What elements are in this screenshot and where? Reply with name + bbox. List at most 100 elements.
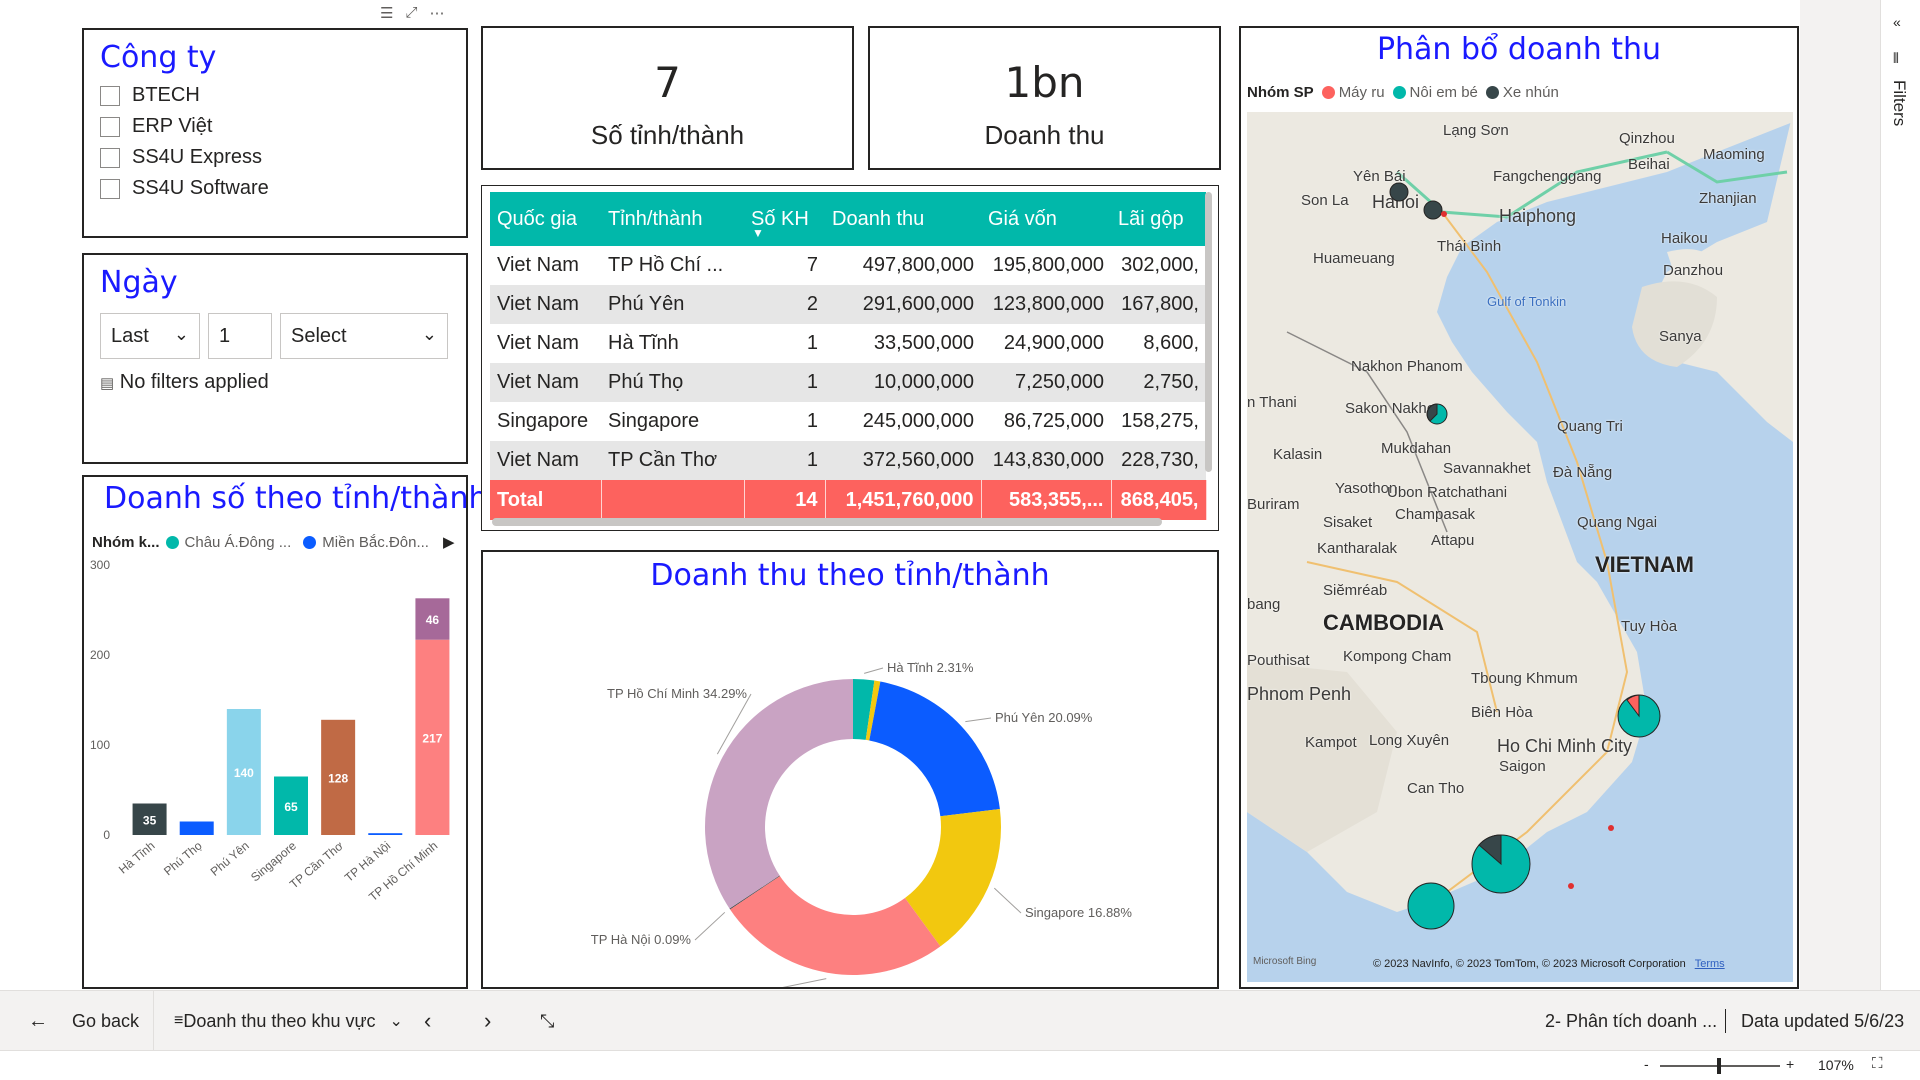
column-header-sorted[interactable]: Số KH ▼ [744, 192, 825, 246]
company-option[interactable]: SS4U Express [100, 146, 262, 169]
map-bubble-slice[interactable] [1626, 694, 1640, 718]
table-row[interactable]: Viet Nam TP Hồ Chí ... 7 497,800,000 195,800… [490, 246, 1206, 285]
map-bubble[interactable] [1423, 200, 1443, 220]
legend-item[interactable]: Máy ru [1338, 84, 1385, 101]
relative-count-input[interactable]: 1 [208, 313, 272, 359]
zoom-in-button[interactable]: + [1786, 1056, 1795, 1072]
bar[interactable] [179, 821, 214, 836]
filters-pane-collapsed[interactable]: « ⫴ Filters [1880, 0, 1920, 990]
relative-mode-dropdown[interactable]: Last ⌄ [100, 313, 200, 359]
expand-pane-icon[interactable]: « [1893, 14, 1901, 30]
table-cell: Singapore [608, 410, 700, 432]
filters-label[interactable]: Filters [1890, 80, 1909, 127]
legend-item[interactable]: Châu Á.Đông ... [184, 533, 292, 551]
filter-icon[interactable]: ☰ [380, 5, 394, 22]
bar[interactable] [368, 833, 403, 835]
map-place-label: VIETNAM [1595, 552, 1694, 577]
legend-item[interactable]: Nôi em bé [1409, 84, 1478, 101]
y-tick-label: 300 [90, 558, 110, 572]
table-row[interactable]: Viet Nam Phú Yên 2 291,600,000 123,800,000 16… [490, 285, 1206, 324]
donut-slice[interactable] [853, 679, 875, 740]
map-place-label: Sanya [1659, 328, 1702, 345]
donut-slice[interactable] [904, 808, 1001, 947]
map-place-label: Pouthisat [1247, 652, 1310, 669]
y-tick-label: 200 [90, 648, 110, 662]
checkbox[interactable] [100, 178, 120, 199]
data-label: 35 [143, 813, 157, 827]
table-header-row: Quốc gia Tỉnh/thành Số KH ▼ Doanh thu Giá… [490, 192, 1206, 246]
company-option-label: SS4U Software [132, 177, 269, 199]
relative-unit-dropdown[interactable]: Select ⌄ [280, 313, 448, 359]
bar[interactable] [321, 719, 356, 835]
table-row[interactable]: Viet Nam TP Cần Thơ 1 372,560,000 143,830,00… [490, 441, 1206, 480]
filter-icon: ⫴ [1893, 50, 1899, 66]
zoom-out-button[interactable]: - [1644, 1056, 1649, 1072]
column-header[interactable]: Lãi gộp [1111, 192, 1206, 246]
bar-stack[interactable] [415, 598, 450, 640]
donut-data-label: TP Hà Nội 0.09% [591, 932, 692, 947]
table-cell: 1 [806, 410, 818, 432]
column-header[interactable]: Quốc gia [490, 192, 601, 246]
donut-slice[interactable] [730, 875, 941, 975]
donut-slice[interactable] [729, 875, 780, 910]
more-options-icon[interactable]: ⋯ [429, 5, 445, 22]
company-option[interactable]: BTECH [100, 84, 200, 107]
company-option[interactable]: ERP Việt [100, 115, 212, 138]
legend-item[interactable]: Miền Bắc.Đôn... [322, 533, 429, 551]
company-option[interactable]: SS4U Software [100, 177, 269, 200]
previous-page-button[interactable]: ‹ [424, 1008, 432, 1033]
table-horizontal-scrollbar[interactable] [492, 518, 1162, 526]
fit-to-page-icon[interactable]: ⛶ [1872, 1055, 1883, 1072]
go-back-button[interactable]: ← Go back [28, 991, 139, 1051]
column-header[interactable]: Giá vốn [981, 192, 1111, 246]
bar[interactable] [274, 776, 308, 836]
focus-mode-icon[interactable]: ⤢ [405, 4, 418, 21]
checkbox[interactable] [100, 85, 120, 106]
legend-item[interactable]: Xe nhún [1502, 84, 1559, 101]
kpi-card-provinces: 7 Số tỉnh/thành [481, 26, 854, 170]
data-updated: Data updated 5/6/23 [1741, 1010, 1905, 1031]
donut-slice[interactable] [865, 680, 881, 741]
donut-slice[interactable] [705, 679, 853, 909]
column-header[interactable]: Doanh thu [825, 192, 981, 246]
map-bubble[interactable] [1407, 882, 1455, 930]
table-body: Viet Nam TP Hồ Chí ... 7 497,800,000 195,800… [490, 246, 1206, 480]
zoom-slider-thumb[interactable] [1717, 1058, 1721, 1074]
donut-slice[interactable] [869, 681, 1000, 817]
legend-next-arrow-icon[interactable]: ▶ [442, 534, 455, 551]
bar[interactable] [415, 639, 450, 835]
column-header[interactable]: Tỉnh/thành [601, 192, 744, 246]
zoom-bar: - + 107% ⛶ [0, 1050, 1920, 1080]
page-selector[interactable]: ≡ Doanh thu theo khu vực ⌄ [174, 991, 403, 1051]
map-place-label: Yasothon [1335, 480, 1398, 497]
map-place-label: Kantharalak [1317, 540, 1398, 557]
capital-marker [1608, 825, 1614, 831]
column-header-label: Số KH [751, 207, 809, 230]
checkbox[interactable] [100, 147, 120, 168]
table-row[interactable]: Singapore Singapore 1 245,000,000 86,725,000… [490, 402, 1206, 441]
next-page-button[interactable]: › [484, 1008, 492, 1033]
table-cell: 8,600, [1143, 332, 1199, 354]
data-label: 65 [284, 800, 298, 814]
collapse-icon[interactable]: ⤡ [540, 1010, 555, 1031]
map-place-label: Lạng Sơn [1443, 122, 1509, 139]
map-canvas[interactable]: Lạng Sơn Qinzhou Beihai Maoming Zhanjian Yên … [1247, 112, 1793, 982]
checkbox[interactable] [100, 116, 120, 137]
map-bubble[interactable] [1389, 182, 1409, 202]
divider [153, 991, 154, 1051]
map-place-label: Ubon Ratchathani [1387, 484, 1508, 501]
donut-data-label: Singapore 16.88% [1025, 905, 1132, 920]
table-cell: Viet Nam [490, 285, 601, 324]
table-vertical-scrollbar[interactable] [1205, 192, 1212, 472]
highway [1306, 561, 1498, 713]
land-hainan [1632, 281, 1717, 367]
terms-link[interactable]: Terms [1694, 958, 1725, 970]
table-row[interactable]: Viet Nam Phú Thọ 1 10,000,000 7,250,000 2,750… [490, 363, 1206, 402]
report-name: 2- Phân tích doanh ... [1545, 1010, 1718, 1031]
map-bubble-slice[interactable] [1478, 834, 1502, 866]
map-bubble-slice[interactable] [1426, 403, 1438, 422]
table-row[interactable]: Viet Nam Hà Tĩnh 1 33,500,000 24,900,000 8,60… [490, 324, 1206, 363]
bar[interactable] [226, 709, 261, 835]
bar[interactable] [132, 803, 167, 836]
